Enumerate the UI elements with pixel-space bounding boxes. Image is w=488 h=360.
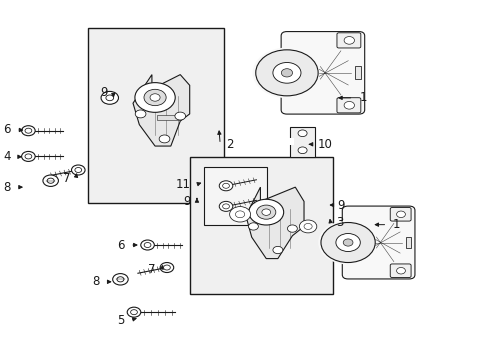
Bar [405, 237, 410, 248]
Circle shape [175, 112, 185, 120]
FancyBboxPatch shape [281, 32, 364, 114]
Circle shape [127, 307, 141, 317]
Text: 3: 3 [336, 216, 343, 229]
FancyBboxPatch shape [342, 206, 414, 279]
Circle shape [150, 94, 160, 101]
Circle shape [248, 199, 283, 225]
Circle shape [222, 183, 229, 188]
Text: 9: 9 [183, 195, 191, 208]
Circle shape [396, 211, 405, 217]
Circle shape [21, 152, 35, 161]
Circle shape [299, 220, 316, 233]
Bar [157, 114, 179, 120]
Text: 8: 8 [93, 275, 100, 288]
Bar [354, 66, 361, 80]
Circle shape [229, 207, 250, 222]
Text: 7: 7 [148, 263, 156, 276]
Text: 10: 10 [317, 138, 332, 151]
Circle shape [43, 175, 58, 186]
Text: 6: 6 [3, 123, 10, 136]
Bar [88, 28, 223, 203]
Circle shape [143, 89, 166, 105]
Text: 6: 6 [117, 239, 124, 252]
Circle shape [71, 165, 85, 175]
Circle shape [255, 50, 318, 96]
FancyBboxPatch shape [389, 264, 410, 278]
Text: 9: 9 [337, 198, 344, 212]
Circle shape [101, 91, 118, 104]
Circle shape [160, 262, 173, 273]
Circle shape [219, 201, 232, 211]
Circle shape [219, 181, 232, 191]
Circle shape [344, 37, 354, 44]
Circle shape [75, 167, 81, 172]
Text: 8: 8 [3, 181, 10, 194]
Circle shape [281, 69, 292, 77]
Circle shape [297, 130, 306, 136]
Circle shape [222, 204, 229, 209]
Circle shape [256, 205, 275, 219]
Circle shape [252, 48, 321, 98]
Circle shape [396, 267, 405, 274]
Circle shape [106, 95, 113, 101]
FancyBboxPatch shape [389, 207, 410, 221]
Circle shape [262, 209, 270, 215]
Circle shape [25, 154, 32, 159]
Bar [204, 167, 266, 225]
Circle shape [144, 243, 151, 248]
Text: 1: 1 [392, 218, 400, 231]
FancyBboxPatch shape [336, 33, 360, 48]
Text: 9: 9 [100, 86, 107, 99]
Circle shape [25, 128, 32, 133]
Circle shape [163, 265, 170, 270]
Text: 1: 1 [359, 91, 366, 104]
Bar [189, 157, 332, 294]
Circle shape [135, 110, 145, 118]
Polygon shape [133, 75, 189, 146]
Circle shape [272, 246, 282, 254]
Circle shape [248, 223, 258, 230]
Circle shape [297, 147, 306, 154]
Circle shape [320, 222, 374, 262]
Circle shape [47, 178, 54, 183]
Circle shape [272, 63, 301, 83]
Circle shape [117, 277, 123, 282]
Circle shape [287, 225, 297, 232]
Text: 7: 7 [62, 172, 70, 185]
Circle shape [304, 224, 311, 229]
Bar [289, 127, 315, 157]
Circle shape [141, 240, 154, 250]
Circle shape [135, 83, 175, 112]
Circle shape [130, 310, 137, 315]
Circle shape [343, 239, 352, 246]
Text: 2: 2 [225, 138, 233, 151]
Circle shape [21, 126, 35, 136]
Bar [288, 138, 294, 145]
Text: 5: 5 [117, 314, 124, 327]
Circle shape [159, 135, 169, 143]
Circle shape [318, 221, 377, 265]
FancyBboxPatch shape [336, 98, 360, 113]
Circle shape [344, 102, 354, 109]
Text: 4: 4 [3, 150, 10, 163]
Circle shape [335, 234, 360, 252]
Text: 11: 11 [176, 178, 191, 191]
Circle shape [235, 211, 244, 218]
Circle shape [112, 274, 128, 285]
Polygon shape [245, 187, 304, 258]
